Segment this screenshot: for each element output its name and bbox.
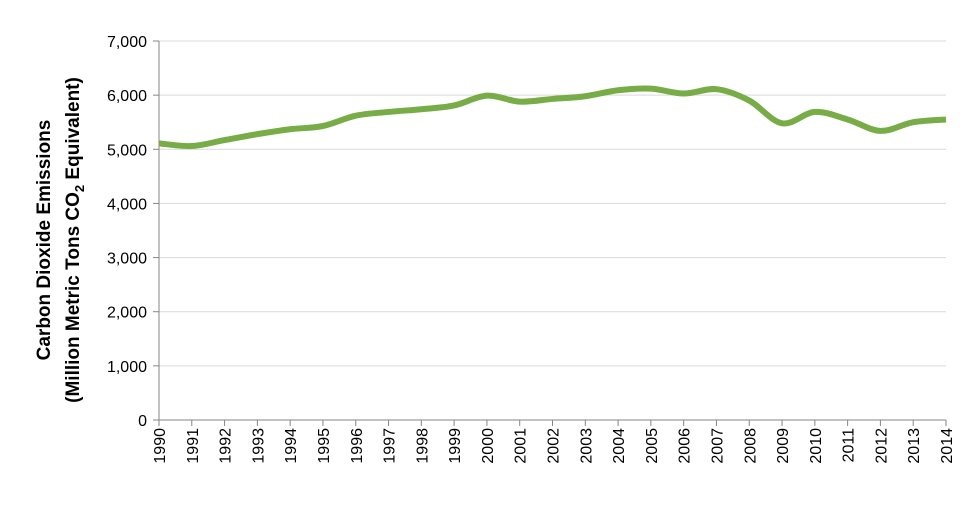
x-tick-label: 2013	[906, 428, 923, 464]
x-tick-label: 1996	[349, 428, 366, 464]
y-tick-label: 0	[138, 413, 147, 430]
x-tick-labels: 1990 1991 1992 1993 1994 1995 1996 1997 1998 1999…	[152, 428, 956, 464]
x-tick-label: 2007	[709, 428, 726, 464]
y-tick-label: 3,000	[107, 251, 147, 268]
y-axis-title-suffix: Equivalent)	[63, 77, 84, 185]
x-tick-label: 2006	[677, 428, 694, 464]
x-tick-label: 2012	[873, 428, 890, 464]
x-tick-label: 2011	[841, 428, 858, 463]
x-tick-label: 1999	[447, 428, 464, 464]
y-axis-title-line1: Carbon Dioxide Emissions	[34, 120, 55, 361]
x-tick-label: 1995	[316, 428, 333, 464]
axes	[153, 40, 947, 426]
y-tick-label: 7,000	[107, 34, 147, 51]
x-tick-label: 1992	[218, 428, 235, 464]
x-tick-label: 2002	[546, 428, 563, 464]
y-tick-label: 4,000	[107, 196, 147, 213]
series-line	[158, 85, 947, 150]
x-tick-label: 1994	[283, 428, 300, 464]
x-tick-label: 2005	[644, 428, 661, 464]
y-tick-label: 6,000	[107, 88, 147, 105]
x-tick-label: 2010	[808, 428, 825, 464]
x-tick-label: 1998	[414, 428, 431, 464]
y-axis-title-line2: (Million Metric Tons CO2 Equivalent)	[63, 77, 87, 403]
series-layer	[158, 85, 947, 150]
x-tick-label: 1997	[382, 428, 399, 464]
x-tick-label: 2004	[611, 428, 628, 464]
y-axis-title-prefix: (Million Metric Tons CO	[63, 192, 84, 403]
gridlines	[159, 40, 946, 367]
x-tick-label: 2001	[513, 428, 530, 464]
y-tick-label: 2,000	[107, 305, 147, 322]
y-axis-title-subscript: 2	[72, 185, 87, 192]
x-tick-label: 1991	[185, 428, 202, 464]
x-tick-label: 2014	[939, 428, 956, 464]
x-tick-label: 2009	[775, 428, 792, 464]
x-tick-label: 1990	[152, 428, 169, 464]
y-tick-labels: 0 1,000 2,000 3,000 4,000 5,000 6,000 7,000	[107, 34, 147, 430]
y-tick-label: 5,000	[107, 142, 147, 159]
x-tick-label: 2000	[480, 428, 497, 464]
y-tick-label: 1,000	[107, 359, 147, 376]
x-tick-label: 2003	[578, 428, 595, 464]
x-tick-label: 1993	[250, 428, 267, 464]
x-tick-label: 2008	[742, 428, 759, 464]
